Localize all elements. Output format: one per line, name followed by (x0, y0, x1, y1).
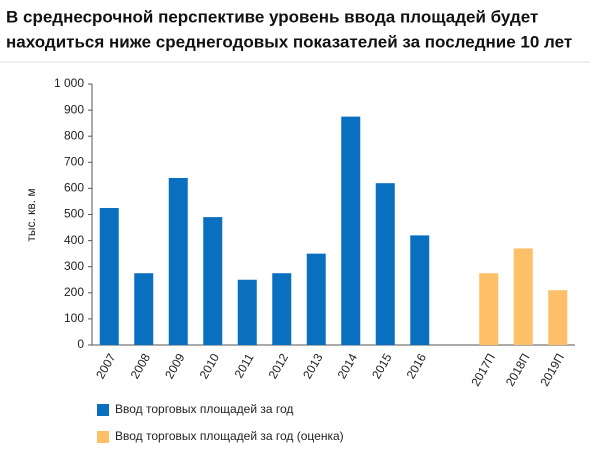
y-tick-label: 500 (64, 207, 84, 221)
y-tick-label: 600 (64, 181, 84, 195)
bar (479, 273, 499, 345)
bar (513, 248, 533, 345)
x-tick-label: 2016 (404, 351, 430, 381)
x-tick-label: 2015 (369, 351, 395, 381)
y-tick-label: 0 (77, 337, 84, 351)
x-tick-label: 2019П (537, 351, 567, 389)
x-tick-label: 2017П (468, 351, 498, 389)
x-tick-label: 2007 (93, 351, 119, 381)
x-tick-label: 2010 (197, 351, 223, 381)
legend-label: Ввод торговых площадей за год (оценка) (115, 429, 344, 443)
x-tick-label: 2014 (335, 351, 361, 381)
y-tick-label: 800 (64, 128, 84, 142)
bar (134, 273, 154, 345)
x-tick-label: 2011 (232, 351, 257, 381)
bar (203, 217, 223, 345)
bar (410, 235, 430, 345)
bar (168, 177, 188, 345)
legend-swatch (97, 431, 109, 443)
bar (548, 290, 568, 345)
bar (272, 273, 292, 345)
bar (341, 116, 361, 345)
x-tick-label: 2013 (300, 351, 326, 381)
y-axis-label: тыс. кв. м (24, 188, 38, 241)
x-tick-label: 2012 (266, 351, 292, 381)
bar (99, 207, 119, 345)
y-tick-label: 100 (64, 311, 84, 325)
y-tick-label: 900 (64, 102, 84, 116)
y-tick-label: 200 (64, 285, 84, 299)
legend-swatch (97, 404, 109, 416)
chart-subtitle: находиться ниже среднегодовых показателе… (6, 32, 572, 51)
bar (375, 183, 395, 345)
y-tick-label: 1 000 (54, 76, 84, 90)
chart-title: В среднесрочной перспективе уровень ввод… (6, 7, 538, 26)
bar (306, 253, 326, 345)
y-tick-label: 400 (64, 233, 84, 247)
y-tick-label: 300 (64, 259, 84, 273)
x-tick-label: 2018П (503, 351, 533, 389)
y-tick-label: 700 (64, 154, 84, 168)
bar (237, 279, 257, 345)
x-tick-label: 2008 (128, 351, 154, 381)
legend-label: Ввод торговых площадей за год (115, 402, 293, 416)
x-tick-label: 2009 (162, 351, 188, 381)
